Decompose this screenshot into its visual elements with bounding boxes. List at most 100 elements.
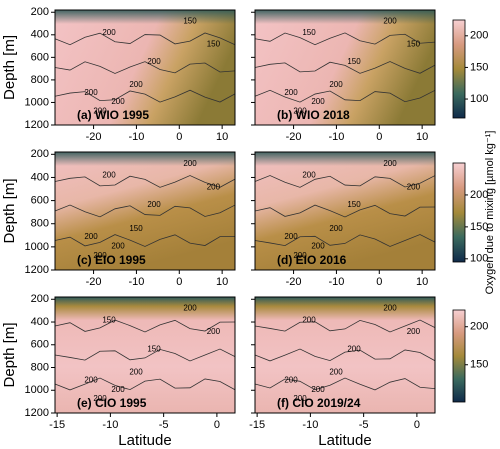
x-tick-label: -20 xyxy=(86,276,102,288)
colorbar-tick-label: 100 xyxy=(470,253,488,265)
y-tick-label: 600 xyxy=(31,194,49,206)
x-tick-label: -20 xyxy=(286,276,302,288)
contour-label: 200 xyxy=(284,376,298,385)
contours xyxy=(254,32,436,103)
axes-frame xyxy=(54,296,236,414)
contour-label: 150 xyxy=(102,315,116,324)
colorbar-tick-label: 100 xyxy=(470,93,488,105)
contour-label: 200 xyxy=(311,242,325,251)
contour-line xyxy=(54,89,236,103)
contour-label: 200 xyxy=(129,368,143,377)
colorbar-tick-label: 150 xyxy=(470,221,488,233)
heatmap-field xyxy=(55,10,235,125)
y-tick-label: 800 xyxy=(31,361,49,373)
y-tick-label: 1200 xyxy=(25,407,49,419)
colorbar-label: Oxygen due to mixing [µmol kg⁻¹] xyxy=(484,131,496,295)
contour-line xyxy=(54,377,236,391)
contour-label: 150 xyxy=(302,28,316,37)
contour-label: 150 xyxy=(207,40,221,49)
contour-label: 200 xyxy=(207,327,221,336)
contour-line xyxy=(254,175,436,188)
x-tick-label: 0 xyxy=(414,419,420,431)
contour-label: 150 xyxy=(347,200,361,209)
x-tick-label: 10 xyxy=(216,131,228,143)
contour-label: 200 xyxy=(383,304,397,313)
y-tick-label: 1200 xyxy=(25,264,49,276)
contour-label: 200 xyxy=(93,251,107,260)
contour-line xyxy=(54,348,236,362)
y-tick-label: 400 xyxy=(31,171,49,183)
contour-label: 200 xyxy=(84,88,98,97)
surface-layer xyxy=(255,10,435,24)
contour-line xyxy=(254,319,436,333)
y-tick-label: 800 xyxy=(31,218,49,230)
y-tick-label: 600 xyxy=(31,339,49,351)
panel-title: (c) EIO 1995 xyxy=(77,253,146,267)
contour-line xyxy=(254,61,436,74)
colorbar-tick-label: 200 xyxy=(470,189,488,201)
contour-label: 200 xyxy=(84,232,98,241)
x-tick-label: -10 xyxy=(302,419,318,431)
contours xyxy=(54,32,236,103)
colorbar xyxy=(452,19,466,119)
axes-frame xyxy=(254,151,436,271)
x-tick-label: -20 xyxy=(286,131,302,143)
panel-title: (e) CIO 1995 xyxy=(77,396,147,410)
y-tick-label: 1000 xyxy=(25,241,49,253)
contour-label: 200 xyxy=(383,159,397,168)
contour-label: 200 xyxy=(284,88,298,97)
contour-label: 200 xyxy=(183,159,197,168)
contour-label: 200 xyxy=(293,106,307,115)
x-tick-label: -15 xyxy=(249,419,265,431)
x-tick-label: -10 xyxy=(328,276,344,288)
contour-label: 200 xyxy=(147,200,161,209)
contour-label: 150 xyxy=(183,17,197,26)
contour-label: 200 xyxy=(111,97,125,106)
contour-line xyxy=(54,234,236,247)
contour-label: 200 xyxy=(102,171,116,180)
contours xyxy=(54,175,236,247)
contour-label: 200 xyxy=(183,304,197,313)
x-tick-label: -10 xyxy=(328,131,344,143)
x-tick-label: -5 xyxy=(159,419,169,431)
contour-line xyxy=(254,204,436,218)
contour-label: 150 xyxy=(407,40,421,49)
contour-label: 150 xyxy=(147,344,161,353)
contour-line xyxy=(254,32,436,46)
contour-label: 200 xyxy=(311,385,325,394)
colorbar-tick-label: 150 xyxy=(470,61,488,73)
y-tick-label: 800 xyxy=(31,74,49,86)
contour-line xyxy=(254,377,436,391)
x-tick-label: -15 xyxy=(49,419,65,431)
panel-title: (d) EIO 2016 xyxy=(277,253,347,267)
contour-label: 200 xyxy=(111,242,125,251)
y-tick-label: 200 xyxy=(31,293,49,305)
y-tick-label: 600 xyxy=(31,51,49,63)
contour-label: 200 xyxy=(102,28,116,37)
contour-label: 150 xyxy=(129,224,143,233)
y-tick-label: 400 xyxy=(31,29,49,41)
contour-label: 200 xyxy=(329,368,343,377)
contour-line xyxy=(254,234,436,247)
contour-label: 200 xyxy=(147,57,161,66)
x-tick-label: 10 xyxy=(416,276,428,288)
x-tick-label: -10 xyxy=(102,419,118,431)
contour-label: 200 xyxy=(347,344,361,353)
contour-label: 200 xyxy=(293,394,307,403)
contour-label: 200 xyxy=(111,385,125,394)
contour-label: 150 xyxy=(347,57,361,66)
x-tick-label: 10 xyxy=(416,131,428,143)
x-tick-label: -10 xyxy=(128,276,144,288)
contour-label: 200 xyxy=(293,251,307,260)
x-tick-label: -5 xyxy=(359,419,369,431)
x-tick-label: 0 xyxy=(376,131,382,143)
y-axis-label: Depth [m] xyxy=(1,178,18,243)
colorbar xyxy=(452,309,466,403)
x-axis-label: Latitude xyxy=(118,432,171,449)
surface-layer xyxy=(55,152,235,166)
heatmap-field xyxy=(255,152,435,270)
y-tick-label: 1000 xyxy=(25,384,49,396)
axes-frame xyxy=(54,151,236,271)
contour-label: 200 xyxy=(93,394,107,403)
